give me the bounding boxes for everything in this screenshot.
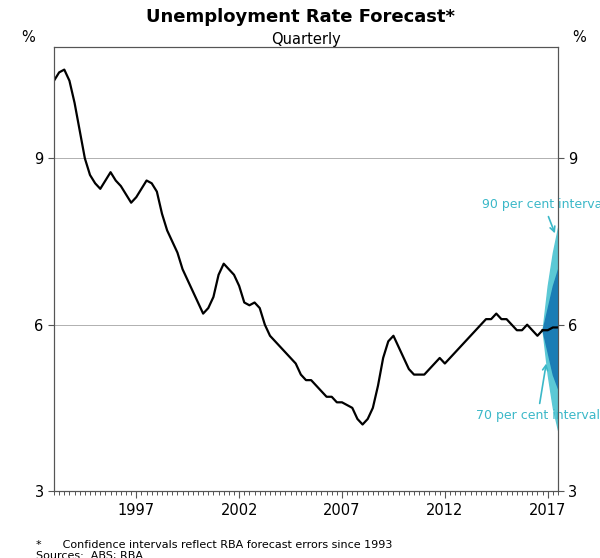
Text: %: % <box>572 30 586 45</box>
Title: Quarterly: Quarterly <box>271 32 341 47</box>
Text: Sources:  ABS; RBA: Sources: ABS; RBA <box>36 551 143 558</box>
Text: 70 per cent interval: 70 per cent interval <box>476 365 600 422</box>
Text: Unemployment Rate Forecast*: Unemployment Rate Forecast* <box>146 8 455 26</box>
Text: 90 per cent interval: 90 per cent interval <box>482 198 600 232</box>
Text: %: % <box>21 30 35 45</box>
Text: *      Confidence intervals reflect RBA forecast errors since 1993: * Confidence intervals reflect RBA forec… <box>36 540 392 550</box>
